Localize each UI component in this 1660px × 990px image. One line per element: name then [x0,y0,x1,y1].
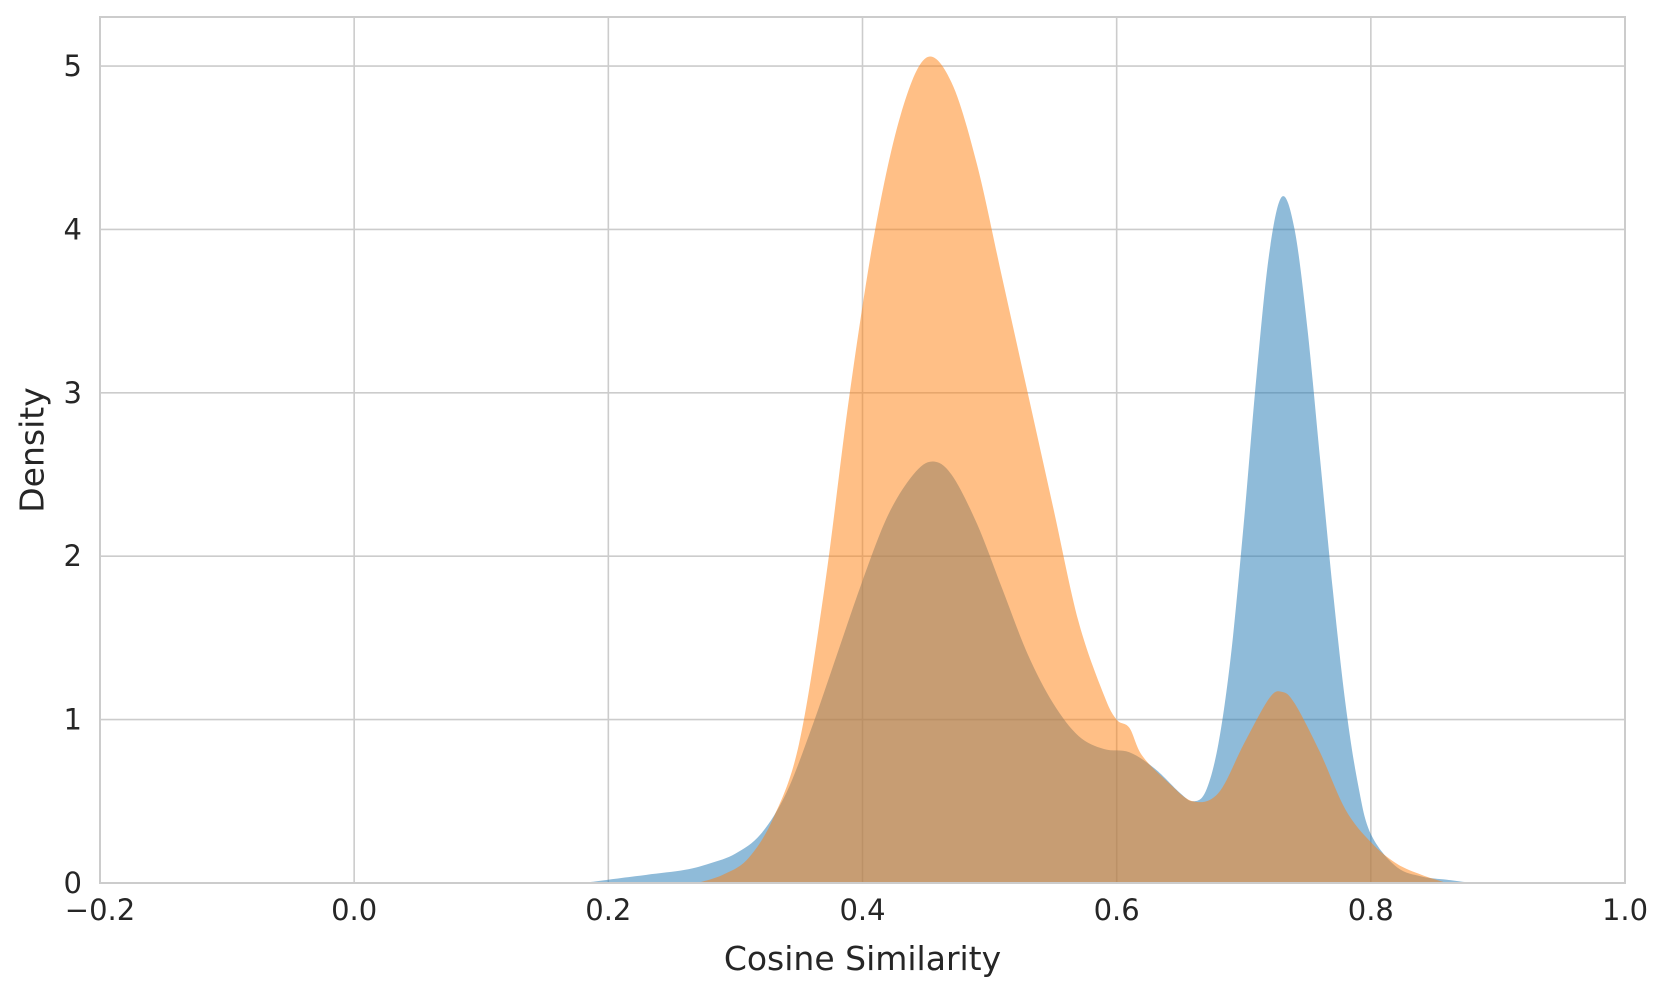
x-tick-label: 0.0 [331,893,377,927]
y-tick-label: 2 [64,539,82,573]
density-area-series-1 [582,196,1473,883]
y-tick-label: 1 [64,703,82,737]
y-axis-label: Density [13,387,52,512]
density-area-series-2 [697,56,1448,884]
series-layer [582,56,1473,884]
x-tick-label: −0.2 [65,893,135,927]
x-tick-label: 1.0 [1602,893,1648,927]
x-tick-label: 0.8 [1348,893,1394,927]
x-tick-label: 0.4 [839,893,885,927]
y-tick-label: 3 [64,376,82,410]
plot-frame [99,16,1626,884]
x-axis-ticks: −0.2 0.0 0.2 0.4 0.6 0.8 1.0 [65,893,1648,927]
x-tick-label: 0.6 [1094,893,1140,927]
x-tick-label: 0.2 [585,893,631,927]
x-axis-label: Cosine Similarity [724,939,1001,978]
y-tick-label: 0 [64,866,82,900]
y-tick-label: 5 [64,49,82,83]
y-axis-ticks: 0 1 2 3 4 5 [64,49,82,900]
y-tick-label: 4 [64,212,82,246]
